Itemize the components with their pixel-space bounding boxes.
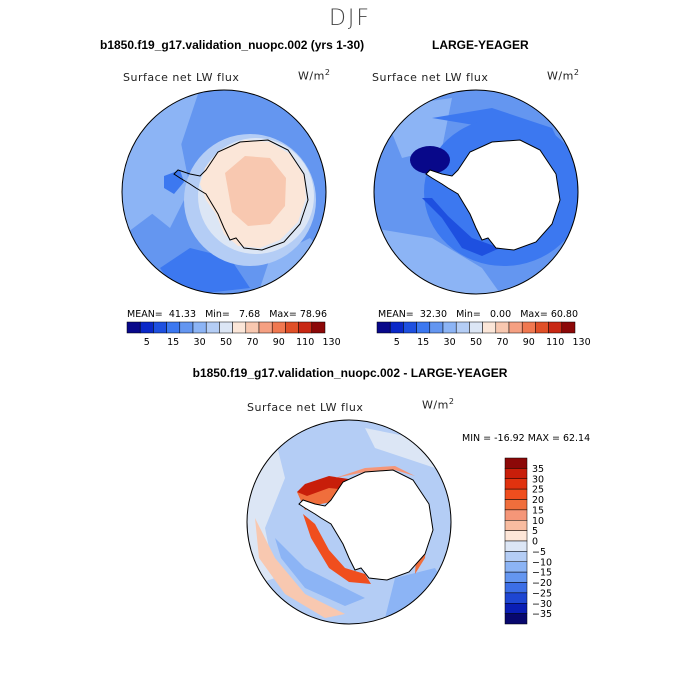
diff-colorbar-swatch [504, 571, 528, 583]
diff-colorbar-tick-label: 20 [532, 495, 544, 506]
left-colorbar-swatch [311, 321, 326, 334]
diff-colorbar-swatch [504, 582, 528, 594]
right-colorbar-swatch [535, 321, 549, 334]
diff-colorbar-tick-label: −25 [532, 588, 552, 599]
right-colorbar-tick-label: 50 [470, 337, 482, 348]
diff-colorbar-swatch [504, 613, 528, 625]
left-colorbar-tick-label: 50 [220, 337, 232, 348]
left-colorbar-tick-label: 90 [273, 337, 285, 348]
left-colorbar-swatch [166, 321, 181, 334]
diff-colorbar-swatch [504, 499, 528, 511]
diff-colorbar-tick-label: 0 [532, 537, 538, 548]
diff-colorbar-tick-label: 30 [532, 474, 544, 485]
right-colorbar-tick-label: 5 [394, 337, 400, 348]
diff-minmax: MIN = -16.92 MAX = 62.14 [462, 433, 591, 444]
right-colorbar: 5 15 30 50 70 90 110 130 [376, 321, 591, 348]
left-colorbar-swatch [179, 321, 194, 334]
left-polar-map [121, 89, 327, 295]
right-colorbar-swatch [521, 321, 536, 334]
diff-variable-label: Surface net LW flux [247, 401, 364, 414]
right-colorbar-swatch [429, 321, 444, 334]
right-colorbar-tick-label: 110 [546, 337, 564, 348]
left-colorbar-swatch [258, 321, 273, 334]
diff-colorbar-swatch [504, 509, 528, 521]
diff-colorbar-tick-label: −5 [532, 547, 546, 558]
right-variable-label: Surface net LW flux [372, 71, 489, 84]
left-colorbar: 5 15 30 50 70 90 110 130 [126, 321, 341, 348]
right-colorbar-tick-label: 70 [496, 337, 508, 348]
left-colorbar-swatch [205, 321, 220, 334]
left-colorbar-swatch [139, 321, 154, 334]
right-polar-map [373, 89, 579, 295]
diff-colorbar-swatch [504, 592, 528, 604]
left-colorbar-tick-label: 30 [194, 337, 206, 348]
right-stats: MEAN= 32.30 Min= 0.00 Max= 60.80 [378, 309, 579, 320]
diff-colorbar-swatch [504, 457, 528, 469]
right-colorbar-swatch [469, 321, 483, 334]
right-colorbar-swatch [548, 321, 563, 334]
diff-polar-map [246, 419, 452, 625]
right-colorbar-swatch [482, 321, 497, 334]
diff-colorbar-swatch [504, 530, 528, 542]
left-stats: MEAN= 41.33 Min= 7.68 Max= 78.96 [127, 309, 328, 320]
right-colorbar-swatch [561, 321, 576, 334]
left-colorbar-tick-label: 110 [296, 337, 314, 348]
right-colorbar-swatch [508, 321, 523, 334]
diff-colorbar-tick-label: −15 [532, 568, 552, 579]
diff-colorbar-tick-label: 15 [532, 505, 544, 516]
right-colorbar-tick-label: 90 [523, 337, 535, 348]
diff-colorbar-swatch [504, 478, 528, 490]
diff-colorbar-swatch [504, 488, 528, 500]
right-colorbar-tick-label: 130 [573, 337, 591, 348]
left-colorbar-swatch [298, 321, 313, 334]
right-units-label: W/m2 [547, 68, 580, 83]
left-colorbar-tick-label: 5 [144, 337, 150, 348]
diff-colorbar-swatch [504, 540, 528, 552]
diff-panel-title: b1850.f19_g17.validation_nuopc.002 - LAR… [192, 366, 508, 380]
diff-colorbar-tick-label: 5 [532, 526, 538, 537]
left-colorbar-swatch [285, 321, 299, 334]
right-colorbar-swatch [416, 321, 431, 334]
left-colorbar-tick-label: 130 [323, 337, 341, 348]
right-colorbar-swatch [442, 321, 457, 334]
season-title: DJF [328, 6, 372, 31]
diff-colorbar-swatch [504, 561, 528, 573]
left-colorbar-swatch [245, 321, 260, 334]
left-colorbar-swatch [126, 321, 141, 334]
right-colorbar-swatch [403, 321, 417, 334]
left-units-label: W/m2 [298, 68, 331, 83]
right-panel-title: LARGE-YEAGER [432, 38, 529, 52]
diff-colorbar-swatch [504, 468, 528, 479]
left-colorbar-tick-label: 70 [246, 337, 258, 348]
diff-colorbar-tick-label: 25 [532, 485, 544, 496]
diff-colorbar-tick-label: −30 [532, 599, 552, 610]
right-colorbar-swatch [389, 321, 404, 334]
left-colorbar-swatch [271, 321, 286, 334]
diff-units-label: W/m2 [422, 397, 455, 412]
right-colorbar-tick-label: 15 [417, 337, 429, 348]
left-panel-title: b1850.f19_g17.validation_nuopc.002 (yrs … [100, 38, 365, 52]
diff-colorbar-tick-label: −20 [532, 578, 552, 589]
left-colorbar-swatch [232, 321, 247, 334]
diff-colorbar-tick-label: −35 [532, 609, 552, 620]
left-colorbar-tick-label: 15 [167, 337, 179, 348]
left-variable-label: Surface net LW flux [123, 71, 240, 84]
diff-colorbar-swatch [504, 603, 528, 614]
right-colorbar-swatch [495, 321, 510, 334]
diff-colorbar-tick-label: 10 [532, 516, 544, 527]
right-colorbar-swatch [376, 321, 391, 334]
left-colorbar-swatch [153, 321, 167, 334]
diff-colorbar-swatch [504, 551, 528, 562]
left-colorbar-swatch [219, 321, 233, 334]
diff-colorbar-tick-label: −10 [532, 557, 552, 568]
right-colorbar-tick-label: 30 [444, 337, 456, 348]
diff-colorbar-tick-label: 35 [532, 464, 544, 475]
diff-colorbar-swatch [504, 520, 528, 531]
right-colorbar-swatch [455, 321, 470, 334]
left-colorbar-swatch [192, 321, 207, 334]
